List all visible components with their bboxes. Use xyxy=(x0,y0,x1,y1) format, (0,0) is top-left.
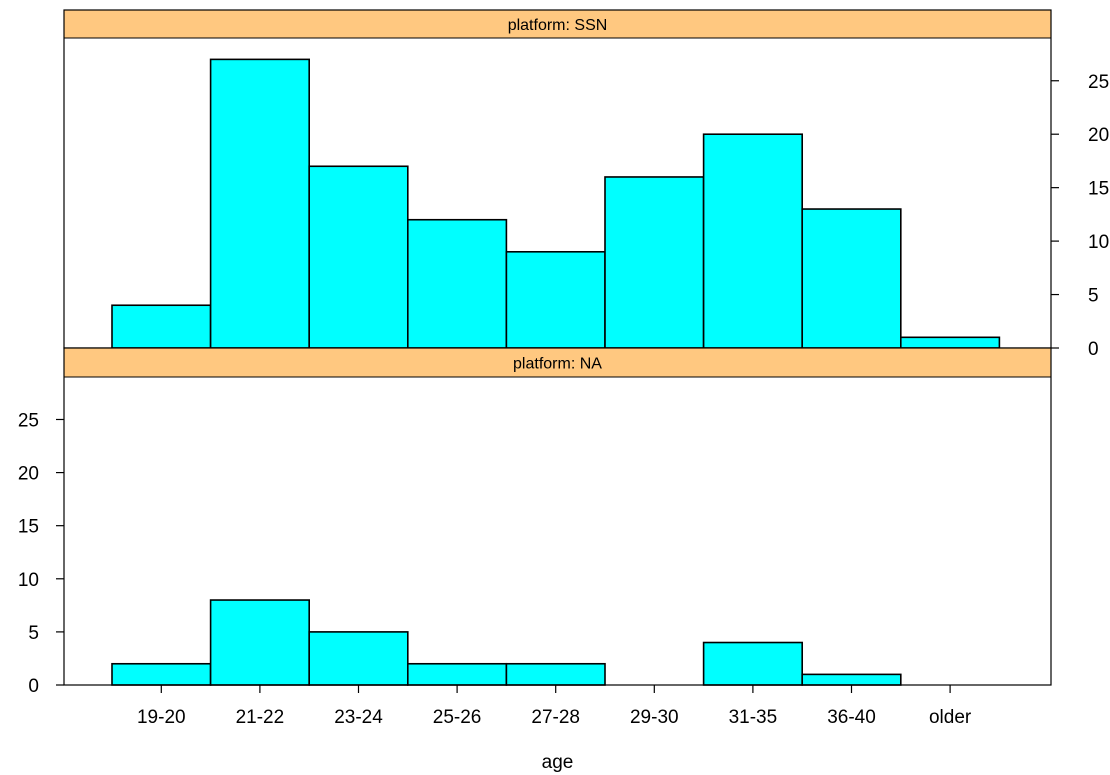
bar-25-26 xyxy=(406,662,508,686)
x-tick-label-29-30: 29-30 xyxy=(630,707,679,728)
bar-27-28 xyxy=(505,662,606,686)
panel-0: platform: SSN 0 5 10 15 20 25 xyxy=(63,9,1109,360)
panel-frame xyxy=(63,347,1052,686)
bar-23-24 xyxy=(308,165,409,349)
bar-27-28 xyxy=(505,250,606,349)
y-tick-label: 10 xyxy=(1088,232,1109,253)
y-tick-label: 20 xyxy=(18,464,39,485)
y-tick-label: 0 xyxy=(1088,339,1099,360)
bar-31-35 xyxy=(702,641,803,686)
bar-36-40 xyxy=(801,673,902,686)
x-tick-label-older: older xyxy=(929,707,972,728)
x-tick-label-25-26: 25-26 xyxy=(433,707,482,728)
bar-19-20 xyxy=(111,304,212,349)
y-tick-label: 15 xyxy=(18,517,39,538)
x-axis-title: age xyxy=(542,752,574,773)
strip-label: platform: NA xyxy=(513,356,602,373)
bar-older xyxy=(899,336,1001,349)
x-tick-label-27-28: 27-28 xyxy=(531,707,580,728)
panel-1: platform: NA 0 5 10 15 20 25 xyxy=(18,347,1052,697)
strip-background xyxy=(63,9,1052,39)
x-tick-label-19-20: 19-20 xyxy=(137,707,186,728)
bar-21-22 xyxy=(209,599,311,686)
bar-31-35 xyxy=(702,133,803,349)
y-tick-label: 0 xyxy=(28,676,39,697)
bar-21-22 xyxy=(209,58,311,349)
strip-label: platform: SSN xyxy=(508,17,608,34)
bar-36-40 xyxy=(801,208,902,349)
bar-19-20 xyxy=(111,662,212,686)
x-tick-label-36-40: 36-40 xyxy=(827,707,876,728)
y-tick-label: 5 xyxy=(1088,286,1099,307)
x-tick-label-23-24: 23-24 xyxy=(334,707,383,728)
x-tick-label-31-35: 31-35 xyxy=(729,707,778,728)
strip-background xyxy=(63,347,1052,378)
bar-25-26 xyxy=(406,218,508,349)
y-tick-label: 10 xyxy=(18,570,39,591)
y-tick-label: 20 xyxy=(1088,125,1109,146)
x-tick-label-21-22: 21-22 xyxy=(236,707,285,728)
y-tick-label: 25 xyxy=(18,410,39,431)
y-tick-label: 15 xyxy=(1088,179,1109,200)
bar-29-30 xyxy=(604,176,705,349)
y-tick-label: 25 xyxy=(1088,72,1109,93)
y-tick-label: 5 xyxy=(28,623,39,644)
bar-23-24 xyxy=(308,631,409,686)
